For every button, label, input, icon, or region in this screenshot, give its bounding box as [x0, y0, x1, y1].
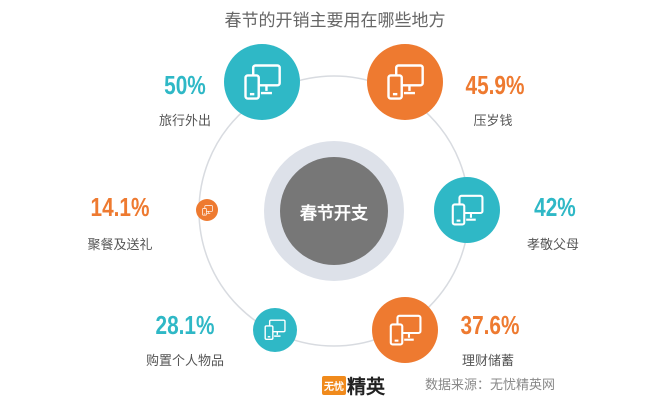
category-label: 理财储蓄 [461, 354, 514, 369]
category-label: 购置个人物品 [145, 354, 224, 369]
node-3 [434, 177, 500, 243]
value-label: 37.6% [460, 310, 520, 340]
center-ring: 春节开支 [264, 141, 404, 281]
node-5 [253, 308, 297, 352]
center-label: 春节开支 [280, 157, 388, 265]
chart-title: 春节的开销主要用在哪些地方 [224, 11, 446, 31]
devices-icon [201, 204, 213, 216]
devices-icon [389, 314, 422, 346]
node-4 [372, 297, 438, 363]
logo: 无忧 精英 [322, 372, 385, 399]
logo-badge: 无忧 [322, 376, 346, 395]
node-6 [196, 199, 218, 221]
devices-icon [264, 319, 286, 341]
value-label: 42% [534, 192, 576, 222]
value-label: 50% [164, 70, 206, 100]
devices-icon [387, 64, 424, 100]
category-label: 压岁钱 [473, 114, 513, 129]
value-label: 14.1% [90, 192, 150, 222]
value-label: 28.1% [155, 310, 215, 340]
devices-icon [451, 194, 484, 226]
logo-text: 精英 [347, 376, 386, 398]
category-label: 旅行外出 [158, 114, 211, 129]
devices-icon [244, 64, 281, 100]
value-label: 45.9% [465, 70, 525, 100]
category-label: 聚餐及送礼 [87, 238, 153, 253]
data-source: 数据来源：无忧精英网 [425, 378, 556, 393]
category-label: 孝敬父母 [526, 238, 579, 253]
node-2 [367, 44, 443, 120]
node-1 [224, 44, 300, 120]
